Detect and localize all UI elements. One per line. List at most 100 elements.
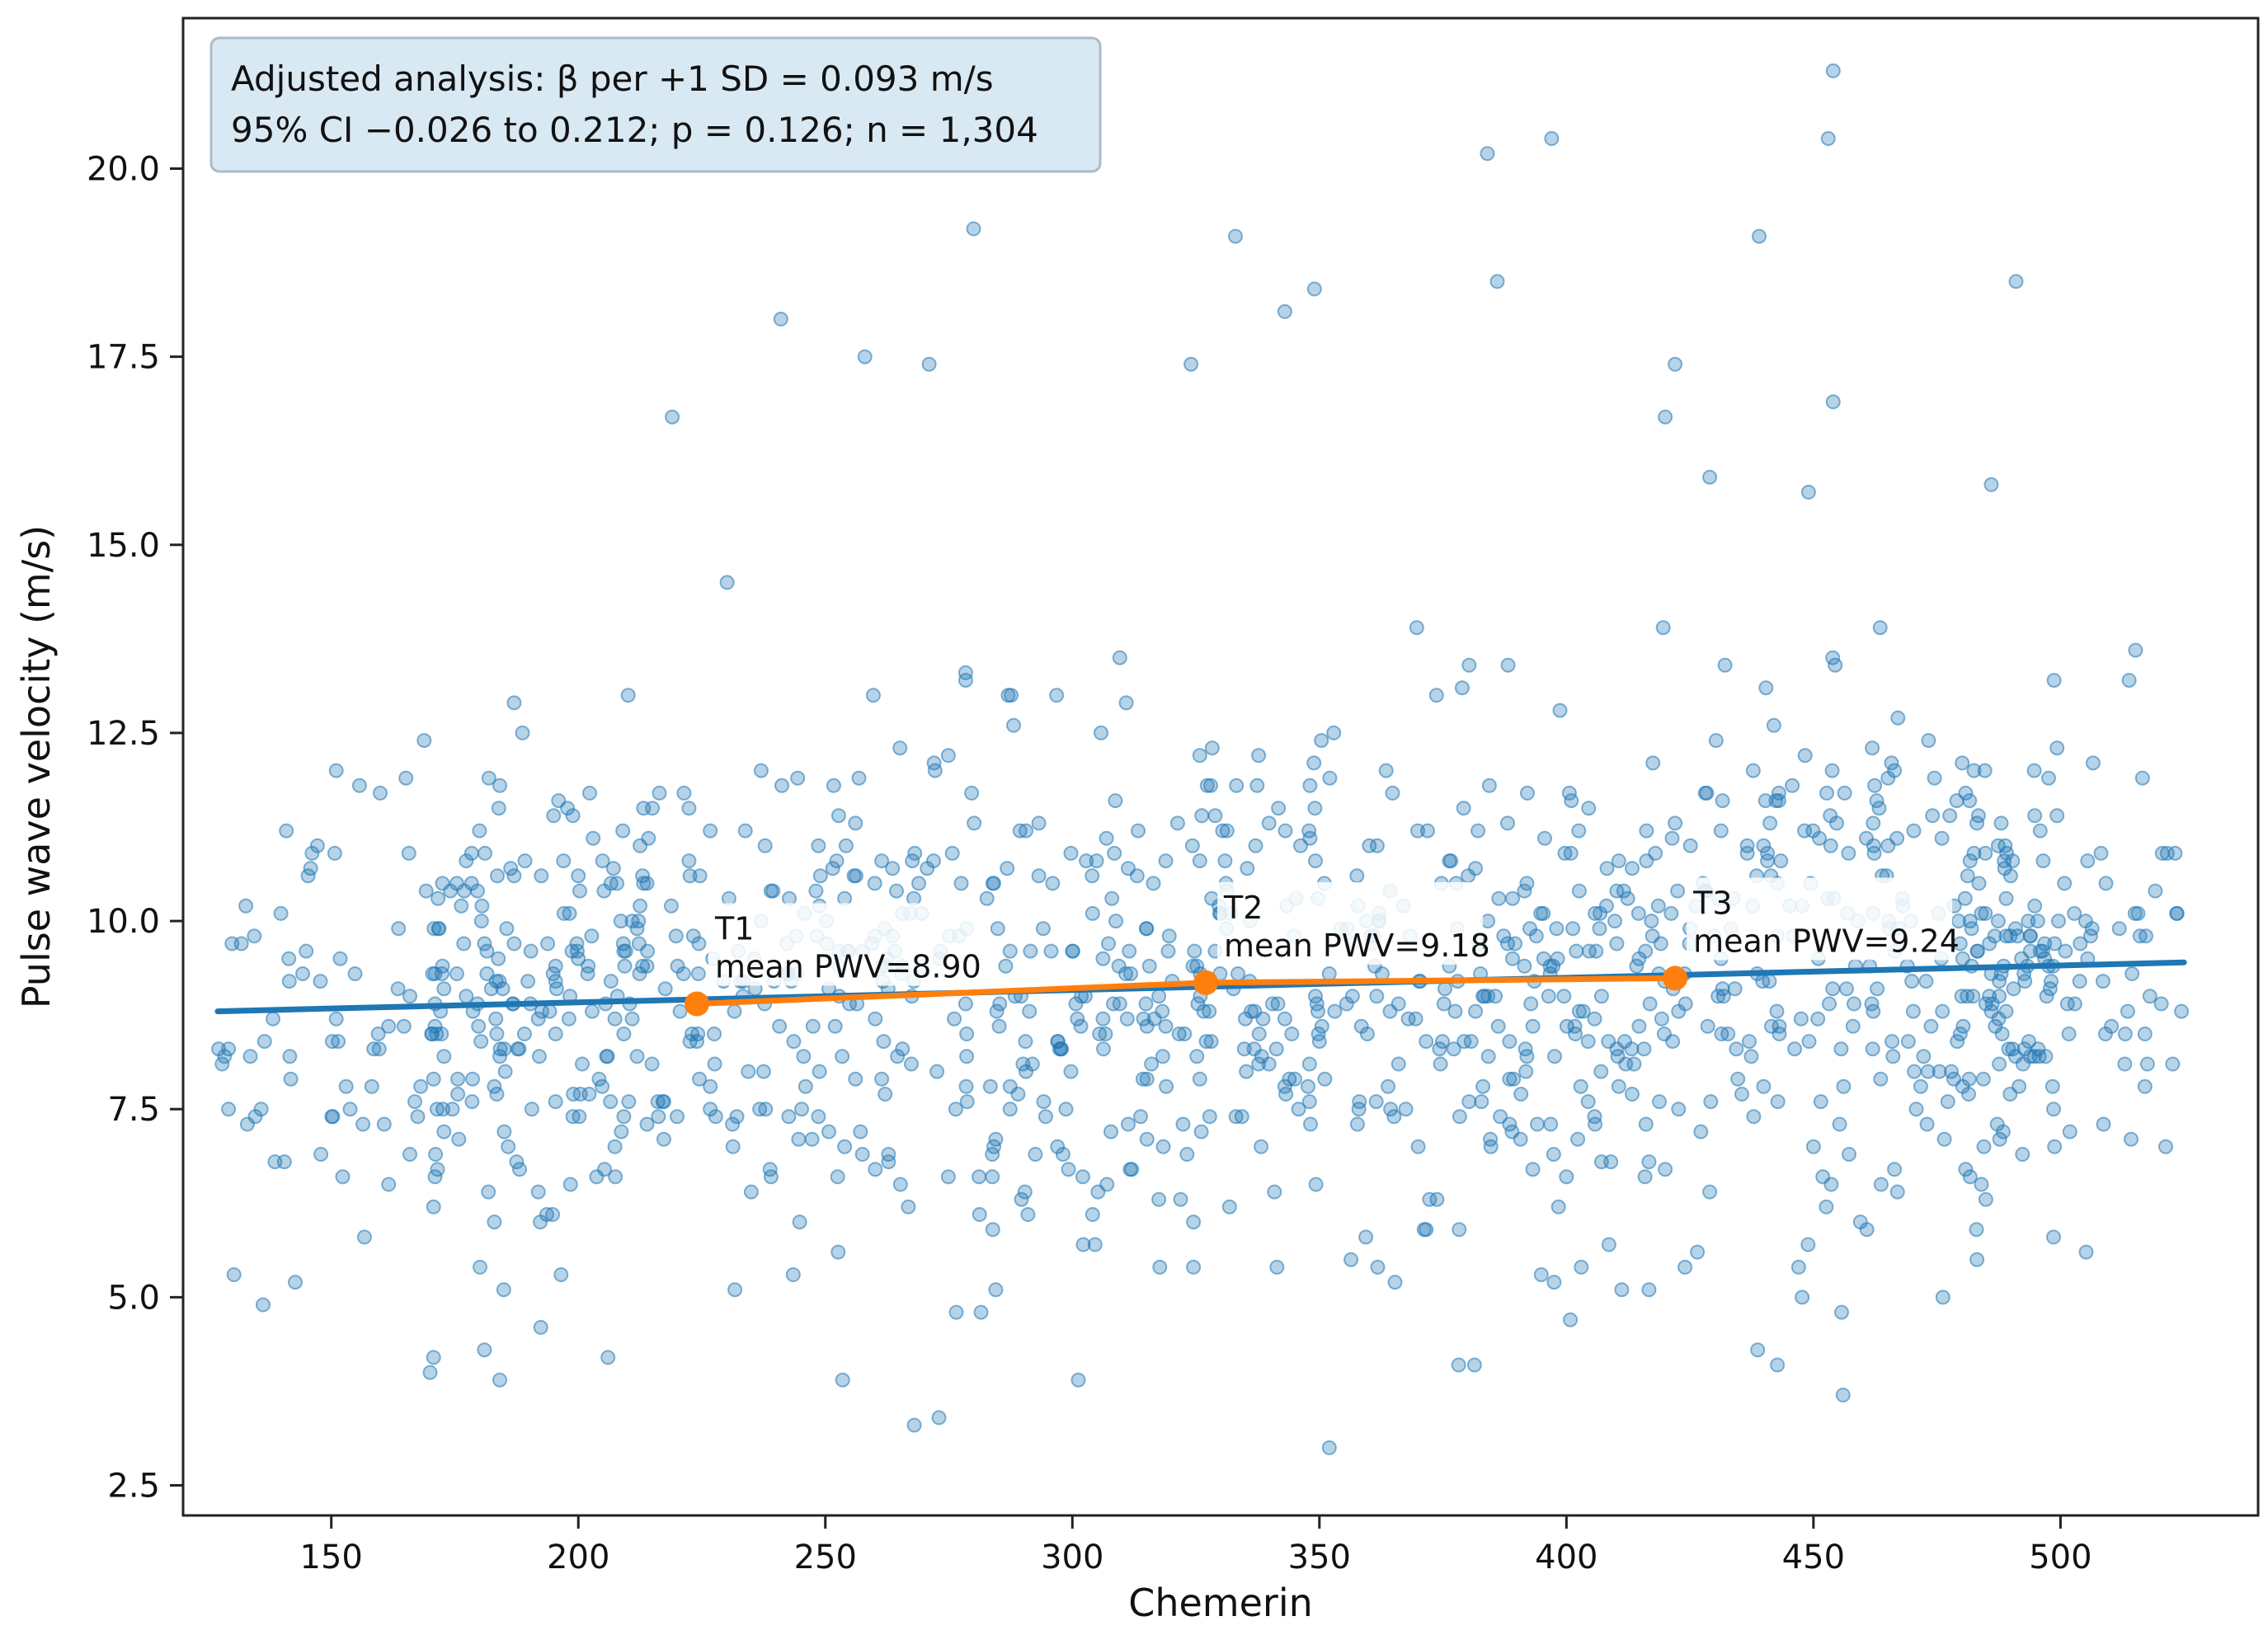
scatter-point <box>1913 1078 1928 1094</box>
scatter-point <box>1111 958 1127 974</box>
scatter-point <box>1872 620 1888 636</box>
scatter-point <box>496 1124 512 1139</box>
scatter-point <box>743 1184 759 1200</box>
scatter-point <box>2047 936 2063 951</box>
scatter-point <box>1321 1440 1337 1455</box>
scatter-point <box>2128 642 2143 658</box>
scatter-point <box>1087 1237 1103 1252</box>
scatter-point <box>1865 740 1880 756</box>
scatter-point <box>1000 861 1015 876</box>
scatter-point <box>1303 1116 1318 1132</box>
scatter-point <box>489 1027 505 1041</box>
scatter-point <box>874 1071 890 1087</box>
scatter-point <box>1398 1102 1414 1117</box>
scatter-point <box>472 823 487 839</box>
scatter-point <box>1400 1011 1416 1027</box>
scatter-point <box>1410 1139 1426 1154</box>
scatter-point <box>523 943 539 959</box>
tertile-mean-text: mean PWV=9.18 <box>1224 928 1490 964</box>
y-tick-label: 5.0 <box>107 1279 160 1317</box>
scatter-point <box>1351 1102 1367 1117</box>
scatter-point <box>1870 981 1885 997</box>
y-tick-label: 2.5 <box>107 1467 160 1505</box>
scatter-point <box>1155 1003 1170 1019</box>
scatter-point <box>1234 1109 1249 1125</box>
scatter-point <box>1385 785 1400 801</box>
scatter-point <box>633 898 648 914</box>
scatter-point <box>1739 845 1755 861</box>
scatter-point <box>1771 793 1786 809</box>
x-tick-label: 250 <box>794 1539 857 1576</box>
scatter-point <box>1095 1011 1111 1027</box>
scatter-point <box>1823 808 1838 824</box>
scatter-point <box>1739 838 1755 853</box>
scatter-point <box>474 898 490 914</box>
scatter-point <box>853 1124 868 1139</box>
scatter-point <box>1474 1094 1489 1110</box>
scatter-point <box>584 928 600 944</box>
scatter-point <box>2153 996 2169 1012</box>
scatter-point <box>633 838 648 853</box>
scatter-point <box>1859 830 1874 846</box>
scatter-point <box>1639 823 1654 839</box>
scatter-point <box>238 898 254 914</box>
scatter-point <box>1677 1259 1693 1275</box>
x-tick-label: 450 <box>1782 1539 1845 1576</box>
scatter-point <box>624 1011 640 1027</box>
x-tick-label: 200 <box>547 1539 609 1576</box>
scatter-point <box>1547 1049 1562 1064</box>
scatter-point <box>1502 1116 1517 1132</box>
scatter-point <box>1293 838 1308 853</box>
scatter-point <box>1322 770 1338 786</box>
scatter-point <box>454 898 469 914</box>
scatter-point <box>533 1319 548 1335</box>
scatter-point <box>1541 989 1556 1004</box>
scatter-point <box>1552 702 1568 718</box>
scatter-point <box>1908 1102 1924 1117</box>
scatter-point <box>1550 1199 1566 1215</box>
scatter-point <box>1461 1094 1477 1110</box>
scatter-point <box>1028 1147 1043 1162</box>
scatter-point <box>1793 1011 1809 1027</box>
scatter-point <box>1079 853 1094 869</box>
scatter-point <box>1432 1041 1447 1057</box>
scatter-point <box>242 1049 258 1064</box>
scatter-point <box>1240 861 1255 876</box>
scatter-point <box>904 1056 919 1072</box>
scatter-point <box>1129 868 1145 884</box>
scatter-point <box>973 1304 989 1320</box>
axes <box>181 16 2260 1517</box>
x-tick-label: 150 <box>300 1539 363 1576</box>
scatter-point <box>2093 845 2109 861</box>
scatter-point <box>1075 1237 1091 1252</box>
scatter-point <box>986 876 1001 891</box>
scatter-point <box>1202 1109 1217 1125</box>
scatter-point <box>545 966 561 981</box>
scatter-point <box>798 1078 813 1094</box>
scatter-point <box>998 958 1014 974</box>
scatter-point <box>1580 1034 1596 1050</box>
scatter-point <box>2165 1056 2181 1072</box>
scatter-point <box>1301 1078 1315 1094</box>
scatter-point <box>857 349 873 364</box>
scatter-point <box>2111 921 2127 937</box>
scatter-point <box>1287 1071 1302 1087</box>
scatter-point <box>1742 1034 1757 1050</box>
scatter-point <box>279 823 294 839</box>
scatter-point <box>682 868 698 884</box>
scatter-point <box>473 1034 489 1050</box>
scatter-point <box>830 1169 845 1185</box>
scatter-point <box>1727 981 1743 997</box>
scatter-point <box>1183 356 1199 372</box>
scatter-point <box>1203 778 1218 793</box>
scatter-point <box>491 951 506 966</box>
scatter-point <box>416 733 432 749</box>
scatter-point <box>1112 650 1127 665</box>
scatter-point <box>1362 838 1377 853</box>
scatter-point <box>281 974 297 989</box>
scatter-point <box>1173 1191 1188 1207</box>
scatter-point <box>1571 883 1587 899</box>
scatter-point <box>492 778 507 793</box>
scatter-point <box>617 958 633 974</box>
scatter-point <box>1966 763 1982 778</box>
